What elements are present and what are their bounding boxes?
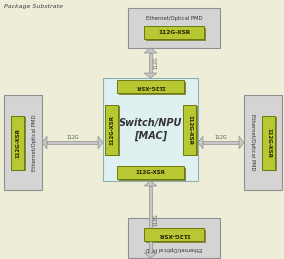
Bar bbox=[144, 26, 204, 39]
Bar bbox=[264, 117, 277, 171]
Bar bbox=[145, 27, 206, 40]
Bar bbox=[117, 80, 184, 93]
Polygon shape bbox=[198, 136, 203, 149]
Text: Package Substrate: Package Substrate bbox=[4, 4, 63, 9]
Polygon shape bbox=[144, 48, 157, 53]
Text: Ethernet/Optical PMD: Ethernet/Optical PMD bbox=[146, 16, 202, 20]
Bar bbox=[183, 104, 196, 155]
Bar bbox=[144, 228, 204, 241]
Polygon shape bbox=[144, 253, 157, 258]
Bar bbox=[244, 95, 282, 190]
Bar bbox=[145, 229, 206, 242]
Text: 112G-XSR: 112G-XSR bbox=[109, 114, 114, 145]
Text: 112G-XSR: 112G-XSR bbox=[266, 127, 271, 157]
Text: 112G-XSR: 112G-XSR bbox=[15, 127, 20, 157]
Text: Ethernet/Optical PMD: Ethernet/Optical PMD bbox=[146, 246, 202, 250]
Bar bbox=[128, 8, 220, 48]
Text: 112G-XSR: 112G-XSR bbox=[158, 232, 190, 237]
Polygon shape bbox=[144, 181, 157, 186]
Text: 112G-XSR: 112G-XSR bbox=[158, 30, 190, 35]
Bar bbox=[128, 218, 220, 258]
Text: Ethernet/Optical PMD: Ethernet/Optical PMD bbox=[250, 114, 254, 171]
Bar bbox=[105, 104, 118, 155]
Text: 112G-XSR: 112G-XSR bbox=[135, 84, 166, 89]
Polygon shape bbox=[149, 53, 153, 73]
Polygon shape bbox=[47, 141, 98, 145]
Text: 112G: 112G bbox=[66, 134, 79, 140]
Polygon shape bbox=[239, 136, 244, 149]
Text: 112G: 112G bbox=[153, 213, 158, 226]
Polygon shape bbox=[144, 73, 157, 78]
Polygon shape bbox=[149, 186, 153, 253]
Polygon shape bbox=[98, 136, 103, 149]
Text: 112G-XSR: 112G-XSR bbox=[187, 114, 192, 145]
Bar bbox=[12, 117, 26, 171]
Bar bbox=[103, 78, 198, 181]
Bar bbox=[11, 116, 24, 169]
Bar bbox=[185, 106, 197, 156]
Text: Ethernet/Optical PMD: Ethernet/Optical PMD bbox=[32, 114, 37, 171]
Polygon shape bbox=[42, 136, 47, 149]
Bar bbox=[4, 95, 42, 190]
Polygon shape bbox=[203, 141, 239, 145]
Bar bbox=[117, 166, 184, 179]
Bar bbox=[118, 82, 185, 95]
Bar bbox=[262, 116, 275, 169]
Text: Switch/NPU
[MAC]: Switch/NPU [MAC] bbox=[119, 118, 182, 141]
Text: 112G-XSR: 112G-XSR bbox=[135, 170, 166, 175]
Bar bbox=[118, 168, 185, 181]
Text: 112G: 112G bbox=[215, 134, 227, 140]
Bar bbox=[106, 106, 120, 156]
Text: 112G: 112G bbox=[153, 57, 158, 69]
